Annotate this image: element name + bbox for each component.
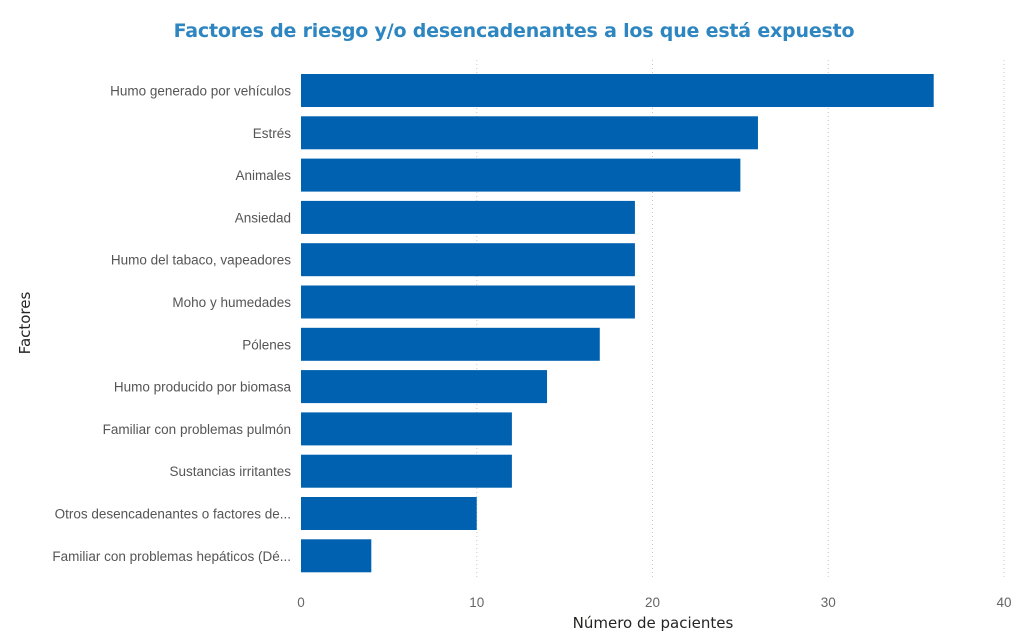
category-label: Humo del tabaco, vapeadores <box>111 253 291 268</box>
category-label: Familiar con problemas hepáticos (Dé... <box>52 549 291 564</box>
category-label: Ansiedad <box>235 210 291 225</box>
category-label: Moho y humedades <box>172 295 291 310</box>
bar[interactable] <box>301 74 934 107</box>
category-labels: Humo generado por vehículos Estrés Animale… <box>52 84 291 564</box>
bar[interactable] <box>301 116 758 150</box>
bar[interactable] <box>301 285 635 319</box>
x-tick-label: 20 <box>645 595 660 610</box>
bar[interactable] <box>301 158 741 192</box>
bar[interactable] <box>301 539 372 573</box>
x-tick-labels: 0 10 20 30 40 <box>297 595 1011 610</box>
category-label: Animales <box>235 168 291 183</box>
bars <box>301 74 934 573</box>
category-label: Otros desencadenantes o factores de... <box>55 507 291 522</box>
bar[interactable] <box>301 454 512 488</box>
x-tick-label: 10 <box>469 595 484 610</box>
category-label: Estrés <box>253 126 292 141</box>
bar[interactable] <box>301 370 548 404</box>
x-tick-label: 0 <box>297 595 305 610</box>
category-label: Familiar con problemas pulmón <box>103 422 291 437</box>
bar[interactable] <box>301 200 635 234</box>
bar[interactable] <box>301 243 635 277</box>
x-axis-title: Número de pacientes <box>573 614 734 632</box>
bar[interactable] <box>301 497 477 530</box>
gridlines <box>476 60 1005 580</box>
chart-title: Factores de riesgo y/o desencadenantes a… <box>173 20 855 42</box>
category-label: Humo producido por biomasa <box>114 380 292 395</box>
x-tick-label: 40 <box>996 595 1011 610</box>
bar[interactable] <box>301 327 600 361</box>
x-tick-label: 30 <box>821 595 836 610</box>
category-label: Humo generado por vehículos <box>110 84 291 99</box>
bar[interactable] <box>301 412 512 446</box>
category-label: Sustancias irritantes <box>169 464 291 479</box>
y-axis-title: Factores <box>16 292 34 355</box>
category-label: Pólenes <box>242 337 291 352</box>
